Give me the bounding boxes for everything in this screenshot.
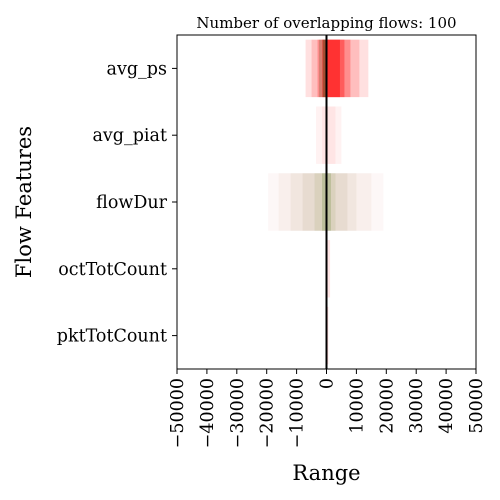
feature-bands (268, 39, 384, 365)
feature-band-group-octTotCount (325, 240, 331, 298)
y-tick-label: octTotCount (58, 260, 167, 280)
feature-band-group-avg_piat (316, 106, 342, 164)
y-axis-title: Flow Features (12, 126, 36, 278)
range-band-avg_ps-6 (322, 39, 327, 98)
x-tick-label: 20000 (377, 378, 397, 434)
feature-band-group-avg_ps (305, 39, 369, 98)
x-tick-label: −50000 (168, 378, 188, 448)
x-tick-label: −30000 (228, 378, 248, 448)
x-tick-label: 0 (318, 378, 338, 389)
x-tick-label: −10000 (288, 378, 308, 448)
range-band-flowDur-4 (314, 173, 336, 231)
x-axis-ticks: −50000 −40000 −30000 −20000 −10000 0 10000 2000… (168, 369, 487, 448)
range-band-avg_ps-5 (319, 39, 327, 98)
x-axis-title: Range (292, 461, 360, 485)
range-band-avg_ps-0 (305, 39, 369, 98)
y-axis-ticks: avg_ps avg_piat flowDur octTotCount pktTotCo… (57, 59, 177, 347)
range-band-avg_ps-3 (322, 39, 345, 98)
range-band-avg_ps-2 (317, 39, 351, 98)
chart-title: Number of overlapping flows: 100 (196, 14, 456, 32)
range-band-avg_piat-1 (322, 106, 336, 164)
x-tick-label: 10000 (347, 378, 367, 434)
range-band-flowDur-2 (290, 173, 357, 231)
feature-band-group-flowDur (268, 173, 384, 231)
range-band-flowDur-1 (278, 173, 372, 231)
y-tick-label: avg_ps (107, 59, 167, 79)
range-band-avg_ps-1 (311, 39, 360, 98)
x-tick-label: 40000 (437, 378, 457, 434)
range-band-octTotCount-0 (325, 240, 331, 298)
x-tick-label: 30000 (407, 378, 427, 434)
y-tick-label: avg_piat (92, 126, 167, 146)
x-tick-label: −20000 (258, 378, 278, 448)
range-band-avg_ps-4 (326, 39, 340, 98)
x-tick-label: 50000 (467, 378, 487, 434)
range-band-avg_piat-0 (316, 106, 342, 164)
range-band-flowDur-3 (302, 173, 348, 231)
x-tick-label: −40000 (198, 378, 218, 448)
y-tick-label: flowDur (96, 193, 167, 213)
y-tick-label: pktTotCount (57, 327, 167, 347)
